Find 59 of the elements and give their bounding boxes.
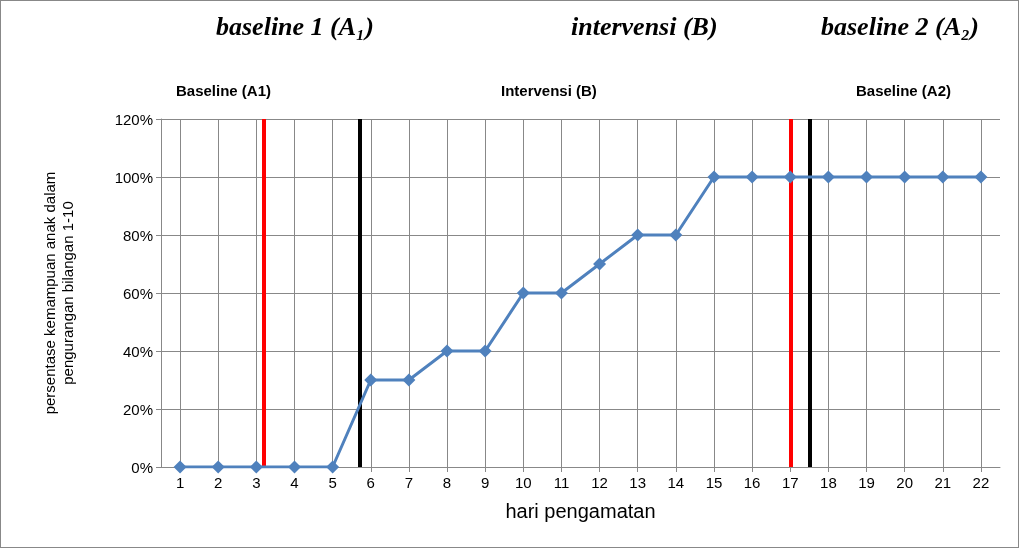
point <box>173 460 187 474</box>
point <box>554 286 568 300</box>
point <box>326 460 340 474</box>
point <box>821 170 835 184</box>
x-tick-label: 18 <box>820 474 837 491</box>
x-tick-label: 20 <box>896 474 913 491</box>
text: Baseline (A2) <box>856 82 952 99</box>
point <box>707 170 721 184</box>
x-tick-label: 1 <box>175 474 185 491</box>
x-tick-label: 3 <box>252 474 261 491</box>
x-tick-label: 17 <box>781 474 799 491</box>
point <box>936 170 950 184</box>
x-tick-label: 19 <box>858 474 875 491</box>
point <box>478 344 492 358</box>
x-tick-label: 4 <box>290 474 299 491</box>
point <box>593 257 607 271</box>
text: intervensi (B) <box>571 11 718 41</box>
x-tick-label: 11 <box>553 474 570 491</box>
x-tick-label: 14 <box>667 474 685 491</box>
x-tick-label: 16 <box>743 474 761 491</box>
x-tick-label: 12 <box>591 474 608 491</box>
x-axis-title: hari pengamatan <box>505 500 656 522</box>
y-tick-label: 0% <box>131 458 153 476</box>
point <box>898 170 912 184</box>
x-tick-label: 13 <box>629 474 647 491</box>
x-tick-label: 21 <box>934 474 952 491</box>
x-tick-label: 7 <box>404 474 414 491</box>
point <box>669 228 683 242</box>
x-tick-label: 15 <box>705 474 723 491</box>
point <box>440 344 454 358</box>
point <box>516 286 530 300</box>
x-tick-label: 6 <box>366 474 375 491</box>
x-tick-label: 22 <box>972 474 990 491</box>
point <box>249 460 263 474</box>
text: baseline 1 (A₁) <box>216 11 374 41</box>
x-tick-label: 2 <box>214 474 223 491</box>
y-tick-label: 120% <box>114 110 153 128</box>
y-tick-label: 60% <box>122 284 153 302</box>
y-tick-label: 80% <box>122 226 153 244</box>
x-tick-label: 5 <box>328 474 337 491</box>
text: Baseline (A1) <box>176 82 272 99</box>
point <box>631 228 645 242</box>
point <box>211 460 225 474</box>
point <box>745 170 759 184</box>
y-axis-title: persentase kemampuan anak dalam pengurangan bilangan 1-10 <box>40 171 76 415</box>
point <box>974 170 988 184</box>
text: Intervensi (B) <box>501 82 597 99</box>
point <box>783 170 797 184</box>
point <box>402 373 416 387</box>
y-tick-label: 20% <box>122 400 153 418</box>
point <box>860 170 874 184</box>
x-tick-label: 10 <box>514 474 532 491</box>
y-tick-label: 100% <box>114 168 153 186</box>
y-tick-label: 40% <box>122 342 153 360</box>
point <box>287 460 301 474</box>
point <box>364 373 378 387</box>
x-tick-label: 9 <box>480 474 490 491</box>
text: baseline 2 (A₂) <box>821 11 979 41</box>
x-tick-label: 8 <box>442 474 452 491</box>
